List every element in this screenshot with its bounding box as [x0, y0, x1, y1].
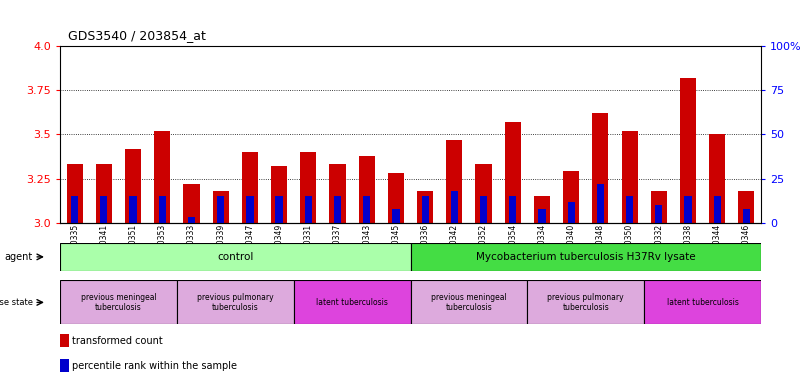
Bar — [359, 156, 375, 223]
Bar — [212, 191, 229, 223]
Bar — [66, 164, 83, 223]
Bar — [680, 78, 696, 223]
Bar — [597, 184, 604, 223]
Text: previous meningeal
tuberculosis: previous meningeal tuberculosis — [81, 293, 156, 312]
Bar — [563, 172, 579, 223]
Bar — [130, 196, 137, 223]
Text: disease state: disease state — [0, 298, 33, 307]
Bar — [183, 184, 199, 223]
Bar — [743, 209, 750, 223]
Bar — [480, 196, 487, 223]
Text: percentile rank within the sample: percentile rank within the sample — [72, 361, 237, 371]
Bar — [60, 334, 69, 347]
Bar — [538, 209, 545, 223]
Bar — [60, 359, 69, 372]
Bar — [304, 196, 312, 223]
Bar — [294, 280, 410, 324]
Text: transformed count: transformed count — [72, 336, 163, 346]
Bar — [622, 131, 638, 223]
Bar — [626, 196, 633, 223]
Bar — [363, 196, 370, 223]
Bar — [410, 280, 527, 324]
Bar — [714, 196, 721, 223]
Bar — [125, 149, 141, 223]
Bar — [177, 280, 294, 324]
Bar — [155, 131, 171, 223]
Text: control: control — [217, 252, 253, 262]
Bar — [505, 122, 521, 223]
Bar — [276, 196, 283, 223]
Text: previous pulmonary
tuberculosis: previous pulmonary tuberculosis — [197, 293, 274, 312]
Bar — [388, 173, 404, 223]
Bar — [96, 164, 112, 223]
Text: agent: agent — [5, 252, 33, 262]
Bar — [329, 164, 345, 223]
Bar — [476, 164, 492, 223]
Bar — [334, 196, 341, 223]
Text: previous meningeal
tuberculosis: previous meningeal tuberculosis — [431, 293, 507, 312]
Bar — [60, 280, 177, 324]
Text: GDS3540 / 203854_at: GDS3540 / 203854_at — [68, 29, 206, 42]
Bar — [417, 191, 433, 223]
Bar — [644, 280, 761, 324]
Bar — [451, 191, 458, 223]
Bar — [709, 134, 725, 223]
Bar — [509, 196, 517, 223]
Bar — [242, 152, 258, 223]
Bar — [592, 113, 609, 223]
Bar — [527, 280, 644, 324]
Bar — [271, 166, 287, 223]
Bar — [684, 196, 691, 223]
Bar — [300, 152, 316, 223]
Bar — [100, 196, 107, 223]
Bar — [568, 202, 575, 223]
Text: latent tuberculosis: latent tuberculosis — [666, 298, 739, 307]
Bar — [71, 196, 78, 223]
Text: latent tuberculosis: latent tuberculosis — [316, 298, 388, 307]
Bar — [188, 217, 195, 223]
Bar — [246, 196, 253, 223]
Bar — [650, 191, 666, 223]
Bar — [392, 209, 400, 223]
Bar — [217, 196, 224, 223]
Bar — [421, 196, 429, 223]
Bar — [410, 243, 761, 271]
Bar — [159, 196, 166, 223]
Bar — [446, 140, 462, 223]
Bar — [655, 205, 662, 223]
Text: previous pulmonary
tuberculosis: previous pulmonary tuberculosis — [547, 293, 624, 312]
Bar — [534, 196, 550, 223]
Bar — [60, 243, 410, 271]
Bar — [739, 191, 755, 223]
Text: Mycobacterium tuberculosis H37Rv lysate: Mycobacterium tuberculosis H37Rv lysate — [476, 252, 695, 262]
